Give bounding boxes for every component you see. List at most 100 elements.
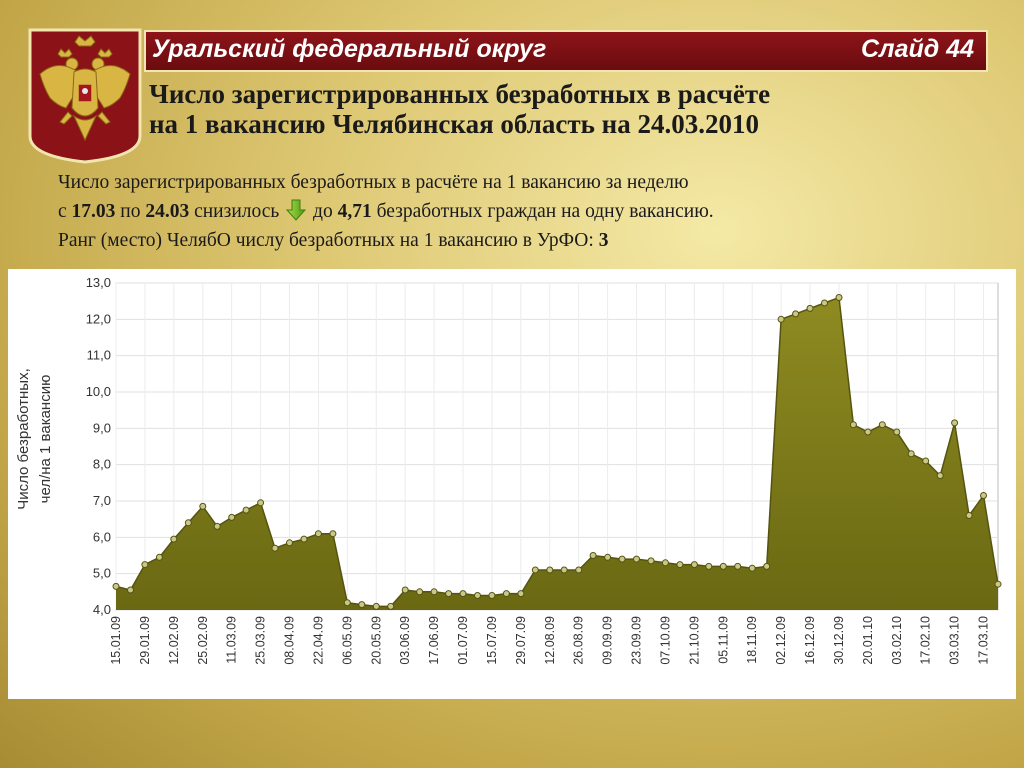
x-tick-label: 21.10.09 [687, 616, 701, 665]
x-tick-label: 03.06.09 [398, 616, 412, 665]
x-tick-label: 25.02.09 [196, 616, 210, 665]
data-point [878, 421, 886, 429]
data-point [314, 530, 322, 538]
data-point [127, 586, 134, 594]
x-tick-label: 26.08.09 [572, 616, 586, 665]
data-point [806, 304, 814, 312]
data-point [575, 566, 583, 574]
summary-line-1: Число зарегистрированных безработных в р… [58, 172, 689, 193]
y-tick-label: 4,0 [93, 602, 111, 617]
title-line-2: на 1 вакансию Челябинская область на 24.… [149, 109, 759, 139]
series-line [115, 296, 999, 608]
data-point [777, 315, 785, 323]
data-point [329, 530, 337, 538]
page-title: Число зарегистрированных безработных в р… [149, 79, 1009, 139]
data-point [445, 590, 453, 598]
x-tick-label: 15.07.09 [485, 616, 499, 665]
x-tick-label: 15.01.09 [109, 616, 123, 665]
x-tick-label: 08.04.09 [283, 616, 297, 665]
x-tick-label: 17.03.10 [977, 616, 991, 665]
summary-do: до [308, 201, 338, 222]
x-tick-label: 02.12.09 [774, 616, 788, 665]
y-tick-label: 9,0 [93, 420, 111, 435]
data-point [589, 552, 597, 559]
data-point [849, 421, 857, 429]
summary-line-3: Ранг (место) ЧелябО числу безработных на… [58, 226, 1008, 255]
x-tick-label: 30.12.09 [832, 616, 846, 665]
data-point [633, 555, 640, 563]
slide-number: Слайд 44 [861, 35, 974, 63]
y-tick-label: 10,0 [86, 384, 111, 399]
data-point [430, 588, 438, 596]
data-point [474, 592, 481, 599]
summary-text: Число зарегистрированных безработных в р… [58, 168, 1008, 255]
x-tick-label: 12.08.09 [543, 616, 557, 665]
data-point [647, 557, 655, 565]
data-point [618, 555, 626, 563]
rank-label: Ранг (место) ЧелябО числу безработных на… [58, 230, 599, 251]
data-point [907, 450, 915, 458]
x-tick-label: 29.01.09 [138, 616, 152, 665]
y-tick-label: 11,0 [87, 348, 111, 363]
data-point [242, 506, 250, 514]
data-point [835, 294, 843, 301]
data-point [170, 535, 178, 543]
x-tick-label: 05.11.09 [716, 616, 730, 664]
arrow-down-icon [286, 199, 307, 221]
data-point [488, 592, 496, 599]
rank-value: 3 [598, 230, 609, 251]
data-point [893, 428, 901, 436]
x-tick-label: 25.03.09 [254, 616, 268, 665]
summary-verb: снизилось [189, 201, 285, 222]
data-point [372, 602, 380, 610]
summary-suffix: безработных граждан на одну вакансию. [371, 201, 714, 222]
data-point [286, 539, 293, 547]
x-tick-label: 20.05.09 [369, 616, 383, 665]
data-point [965, 512, 973, 519]
y-axis-label-line-2: чел/на 1 вакансию [37, 375, 54, 504]
chart-svg: 4,0 5,0 6,0 7,0 8,0 9,0 10,0 11,0 12,0 13,0 15.01.… [15, 275, 1002, 665]
data-point [271, 544, 279, 552]
x-tick-label: 06.05.09 [340, 616, 354, 665]
x-tick-label: 07.10.09 [658, 616, 672, 665]
date-from: 17.03 [71, 201, 116, 222]
x-tick-label: 20.01.10 [861, 616, 875, 665]
region-title: Уральский федеральный округ [152, 35, 547, 63]
data-point [502, 590, 510, 598]
y-tick-label: 13,0 [86, 275, 111, 290]
data-point [994, 580, 1002, 588]
data-point [141, 561, 149, 569]
x-tick-label: 29.07.09 [514, 616, 528, 665]
y-tick-label: 8,0 [93, 457, 111, 472]
data-point [792, 310, 800, 318]
x-tick-label: 01.07.09 [456, 616, 470, 665]
x-tick-label: 18.11.09 [745, 616, 759, 664]
data-point [213, 522, 221, 530]
data-point [748, 564, 756, 572]
data-point [257, 499, 265, 507]
x-tick-label: 17.02.10 [919, 616, 933, 665]
data-point [546, 566, 554, 574]
summary-line-2: с 17.03 по 24.03 снизилось до 4,71 безра… [58, 197, 1008, 226]
data-point [864, 428, 872, 436]
x-tick-label: 11.03.09 [225, 616, 239, 664]
date-to: 24.03 [145, 201, 190, 222]
x-tick-label: 12.02.09 [167, 616, 181, 665]
y-tick-label: 6,0 [93, 529, 111, 544]
data-point [517, 590, 525, 598]
data-point [661, 559, 669, 567]
data-point [401, 586, 409, 594]
data-point [531, 566, 539, 574]
x-tick-label: 17.06.09 [427, 616, 441, 665]
y-tick-label: 7,0 [93, 493, 111, 508]
data-point [676, 561, 684, 569]
data-point [184, 519, 192, 527]
x-tick-label: 03.03.10 [948, 616, 962, 665]
data-point [980, 492, 987, 499]
unemployment-chart: 4,0 5,0 6,0 7,0 8,0 9,0 10,0 11,0 12,0 13,0 15.01.… [8, 269, 1016, 699]
data-point [705, 562, 713, 570]
y-axis-label-line-1: Число безработных, [15, 368, 32, 510]
data-point [719, 562, 727, 570]
data-point [690, 561, 698, 569]
current-value: 4,71 [337, 201, 372, 222]
